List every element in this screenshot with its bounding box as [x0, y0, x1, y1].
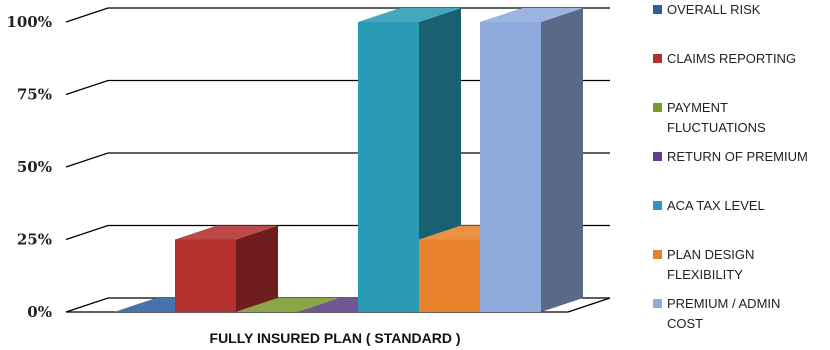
bar — [480, 8, 583, 312]
y-tick-label: 25% — [17, 231, 52, 249]
legend-item: OVERALL RISK — [653, 2, 761, 17]
bar-front — [358, 22, 419, 312]
legend-swatch — [653, 201, 662, 210]
legend-swatch — [653, 103, 662, 112]
legend-label: PREMIUM / ADMIN COST — [667, 296, 780, 331]
legend: OVERALL RISK CLAIMS REPORTING PAYMENT FLUCT… — [653, 2, 808, 331]
bar-front — [419, 239, 480, 312]
bar-top — [236, 298, 339, 312]
legend-item: CLAIMS REPORTING — [653, 51, 796, 66]
legend-item: PAYMENT FLUCTUATIONS — [653, 100, 766, 135]
y-tick-label: 75% — [17, 86, 52, 104]
bar-front — [480, 22, 541, 312]
legend-label: PAYMENT FLUCTUATIONS — [667, 100, 766, 135]
bar-top — [175, 225, 278, 240]
legend-item: RETURN OF PREMIUM — [653, 149, 808, 164]
bar — [236, 298, 339, 312]
bar-series — [114, 8, 583, 312]
x-category-label: FULLY INSURED PLAN ( STANDARD ) — [210, 330, 461, 346]
y-tick-label: 0% — [27, 303, 52, 321]
legend-label: RETURN OF PREMIUM — [667, 149, 808, 164]
bar — [175, 225, 278, 312]
y-axis-ticks: 0% 25% 50% 75% 100% — [6, 13, 52, 321]
legend-label: OVERALL RISK — [667, 2, 761, 17]
legend-swatch — [653, 5, 662, 14]
legend-label: PLAN DESIGN FLEXIBILITY — [667, 247, 754, 282]
legend-swatch — [653, 250, 662, 259]
y-tick-label: 50% — [17, 158, 52, 176]
bar-front — [175, 239, 236, 312]
legend-item: PLAN DESIGN FLEXIBILITY — [653, 247, 754, 282]
legend-swatch — [653, 54, 662, 63]
floor-right-edge — [567, 297, 611, 313]
bar-top — [358, 8, 461, 22]
legend-label: CLAIMS REPORTING — [667, 51, 796, 66]
legend-label: ACA TAX LEVEL — [667, 198, 765, 213]
legend-swatch — [653, 299, 662, 308]
bar-top — [480, 8, 583, 22]
legend-item: ACA TAX LEVEL — [653, 198, 765, 213]
bar-side — [236, 225, 278, 312]
y-tick-label: 100% — [6, 13, 52, 31]
bar-side — [541, 8, 583, 312]
legend-item: PREMIUM / ADMIN COST — [653, 296, 780, 331]
legend-swatch — [653, 152, 662, 161]
